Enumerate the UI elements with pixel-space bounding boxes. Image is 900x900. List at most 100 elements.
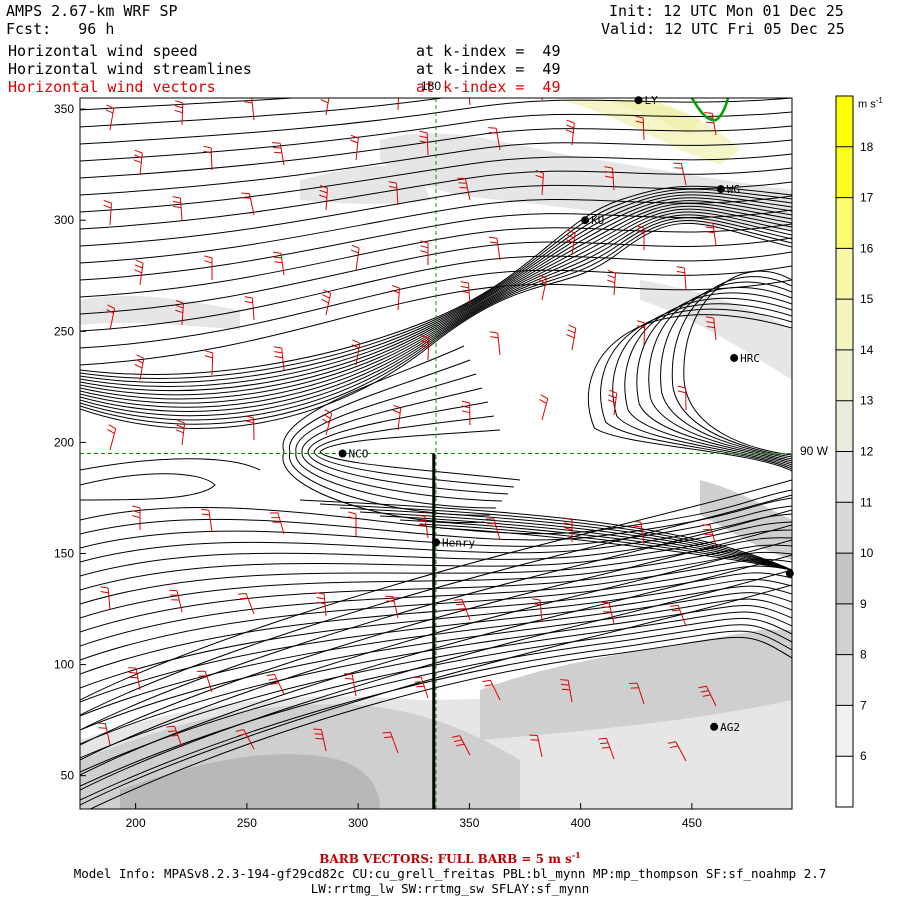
wind-barb [419, 130, 429, 156]
colorbar-swatch [836, 654, 853, 706]
wind-barb [541, 98, 543, 101]
field-name-speed: Horizontal wind speed [8, 42, 198, 60]
wind-barb [174, 100, 184, 126]
y-tick-label: 150 [54, 546, 74, 560]
streamline [80, 209, 792, 281]
speed-shade-patch [560, 100, 740, 165]
colorbar-label: 11 [860, 495, 873, 509]
streamline [80, 98, 446, 128]
wind-barb [566, 229, 576, 256]
wind-barb [107, 424, 117, 451]
init-time: Init: 12 UTC Mon 01 Dec 25 [609, 2, 844, 20]
speed-shade-patch [480, 630, 792, 740]
station-dot [785, 569, 794, 578]
field-name-streamlines: Horizontal wind streamlines [8, 60, 252, 78]
wind-barb [391, 285, 400, 311]
wind-barbs [97, 71, 717, 762]
streamline [80, 181, 792, 247]
wind-barb [200, 508, 213, 533]
streamline [80, 222, 792, 429]
wind-barb [607, 71, 615, 95]
streamline [80, 551, 792, 633]
y-tick-label: 250 [54, 324, 74, 338]
wind-barb [272, 251, 285, 276]
wind-barb [420, 240, 429, 265]
model-title: AMPS 2.67-km WRF SP [6, 2, 178, 20]
colorbar-label: 16 [860, 241, 874, 255]
streamline [636, 292, 792, 464]
station-dot [716, 185, 725, 194]
wind-barb [676, 266, 687, 291]
streamline [80, 251, 792, 332]
streamline [80, 479, 792, 701]
streamline [80, 237, 792, 315]
streamline [282, 345, 485, 524]
speed-shade-patch [700, 480, 792, 560]
wind-barb [204, 350, 214, 376]
speed-shade-patch [600, 100, 700, 135]
x-tick-label: 200 [126, 816, 146, 830]
wind-barb [636, 320, 646, 346]
station-markers: NCO Henry HRC AG2 KU WG LY [338, 94, 794, 734]
colorbar-label: 17 [860, 191, 874, 205]
station-dot [710, 722, 719, 731]
x-tick-label: 300 [348, 816, 368, 830]
streamline [80, 529, 792, 591]
wind-barb [238, 593, 255, 615]
model-info-physics: LW:rrtmg_lw SW:rrtmg_sw SFLAY:sf_mynn [310, 881, 590, 896]
station-dot [338, 449, 347, 458]
wind-barb [565, 119, 575, 146]
wind-barb [607, 270, 616, 296]
wind-barb [166, 725, 183, 748]
wind-barb [169, 589, 183, 613]
station-label: WG [727, 183, 740, 196]
meridian-label: 180 [421, 79, 442, 93]
wind-barb [344, 673, 357, 697]
wind-barb [132, 505, 141, 530]
wind-barb [133, 149, 143, 176]
wind-barb [322, 409, 333, 436]
streamline [80, 505, 792, 549]
streamline [299, 499, 792, 571]
wind-barb [105, 104, 115, 131]
streamline [439, 527, 792, 571]
streamline [587, 314, 792, 472]
colorbar-swatch [836, 146, 853, 198]
wind-barb [350, 244, 360, 271]
streamline [80, 509, 792, 731]
wind-barb [245, 415, 255, 441]
streamline [80, 578, 792, 689]
plot-frame [79, 97, 793, 810]
wind-barb [348, 511, 357, 536]
wind-barb [460, 281, 471, 306]
wind-barb [382, 731, 399, 754]
streamline [80, 494, 792, 716]
wind-barb [560, 679, 573, 703]
streamline [80, 605, 792, 745]
wind-barb [392, 404, 402, 431]
speed-shade-patch [640, 280, 792, 380]
streamline [671, 276, 792, 458]
wind-barb [564, 517, 573, 542]
streamline [80, 111, 792, 162]
streamline [80, 458, 261, 471]
speed-shade-patch [120, 754, 380, 809]
model-info: Model Info: MPASv8.2.3-194-gf29cd82c CU:… [73, 866, 827, 881]
colorbar-swatch [836, 400, 853, 452]
wind-barb [269, 512, 285, 535]
y-tick-label: 50 [61, 769, 75, 783]
wind-barb [97, 722, 111, 746]
wind-barb [566, 324, 577, 351]
colorbar-swatch [836, 299, 853, 350]
colorbar: 6 7 8 9 10 11 12 13 14 15 16 17 18 [835, 95, 874, 808]
streamline [80, 565, 792, 661]
wind-barb [635, 115, 645, 141]
wind-barb [529, 734, 543, 758]
streamline [80, 203, 792, 400]
wind-barb [629, 682, 645, 705]
wind-barb [485, 518, 501, 541]
streamline [80, 205, 792, 404]
colorbar-label: 18 [860, 140, 874, 154]
wind-barb [175, 419, 186, 446]
wind-barb [235, 729, 255, 750]
